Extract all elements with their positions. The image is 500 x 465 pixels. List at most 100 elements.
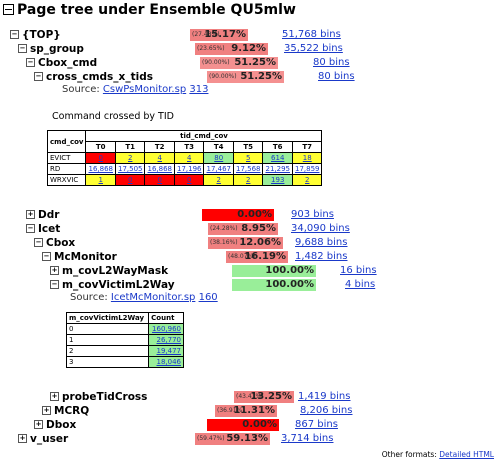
source-line-link[interactable]: 313 [189, 84, 209, 95]
tree-row-label[interactable]: m_covVictimL2Way [62, 279, 175, 291]
collapse-icon[interactable]: − [26, 57, 35, 67]
bins-link[interactable]: 80 bins [318, 71, 355, 82]
bins-link[interactable]: 3,714 bins [281, 433, 334, 444]
tree-row-label[interactable]: probeTidCross [62, 391, 148, 403]
tree-row-label[interactable]: Dbox [46, 419, 77, 431]
source-line-link[interactable]: 160 [198, 292, 218, 303]
cross-cell[interactable]: 2 [203, 174, 234, 186]
cell-link[interactable]: 1 [98, 176, 103, 184]
bins-link[interactable]: 34,090 bins [291, 223, 350, 234]
expand-icon[interactable]: + [50, 265, 59, 275]
cross-cell[interactable]: 5 [232, 152, 264, 164]
cell-link[interactable]: 2 [246, 176, 251, 184]
cell-link[interactable]: 80 [214, 154, 224, 162]
source-file-link[interactable]: IcetMcMonitor.sp [110, 292, 196, 303]
collapse-icon[interactable]: − [10, 29, 19, 39]
bins-link[interactable]: 1,419 bins [298, 391, 351, 402]
count-cell[interactable]: 26,770 [148, 334, 184, 346]
cross-cell[interactable]: 17,505 [114, 163, 146, 175]
cell-link[interactable]: 614 [271, 154, 285, 162]
cross-cell[interactable]: 17,467 [203, 163, 234, 175]
expand-icon[interactable]: + [34, 419, 43, 429]
cell-link[interactable]: 2 [305, 176, 310, 184]
cell-link[interactable]: 17,859 [294, 165, 320, 173]
tree-row-label[interactable]: MCRQ [54, 405, 90, 417]
expand-icon[interactable]: + [50, 391, 59, 401]
cross-cell[interactable]: 0 [114, 174, 146, 186]
cross-cell[interactable]: 17,196 [173, 163, 205, 175]
cell-link[interactable]: 4 [187, 154, 192, 162]
count-cell[interactable]: 160,960 [148, 323, 184, 335]
collapse-icon[interactable]: − [26, 223, 35, 233]
tree-row-label[interactable]: {TOP} [22, 29, 61, 41]
bins-link[interactable]: 35,522 bins [284, 43, 343, 54]
count-link[interactable]: 26,770 [156, 336, 182, 344]
detailed-html-link[interactable]: Detailed HTML [439, 450, 494, 459]
expand-icon[interactable]: + [26, 209, 35, 219]
cell-link[interactable]: 0 [98, 154, 103, 162]
cell-link[interactable]: 16,868 [147, 165, 172, 173]
tree-row-label[interactable]: cross_cmds_x_tids [46, 71, 153, 83]
cross-cell[interactable]: 17,568 [232, 163, 264, 175]
cross-cell[interactable]: 4 [144, 152, 175, 164]
bins-link[interactable]: 16 bins [340, 265, 377, 276]
cell-link[interactable]: 4 [157, 154, 162, 162]
cell-link[interactable]: 2 [216, 176, 221, 184]
cell-link[interactable]: 17,505 [117, 165, 143, 173]
cross-cell[interactable]: 2 [291, 174, 323, 186]
cross-cell[interactable]: 1 [85, 174, 116, 186]
tree-row-label[interactable]: v_user [30, 433, 69, 445]
collapse-icon[interactable]: − [34, 237, 43, 247]
bins-link[interactable]: 867 bins [295, 419, 338, 430]
collapse-icon[interactable]: − [18, 43, 27, 53]
bins-link[interactable]: 903 bins [291, 209, 334, 220]
cross-cell[interactable]: 0 [173, 174, 205, 186]
cross-cell[interactable]: 0 [85, 152, 116, 164]
expand-icon[interactable]: + [18, 433, 27, 443]
expand-icon[interactable]: + [42, 405, 51, 415]
source-file-link[interactable]: CswPsMonitor.sp [102, 84, 187, 95]
bins-link[interactable]: 4 bins [345, 279, 376, 290]
collapse-icon[interactable]: − [34, 71, 43, 81]
bins-link[interactable]: 9,688 bins [295, 237, 348, 248]
tree-row-label[interactable]: Ddr [38, 209, 60, 221]
cell-link[interactable]: 0 [128, 176, 133, 184]
count-link[interactable]: 160,960 [152, 325, 181, 333]
cell-link[interactable]: 17,196 [176, 165, 202, 173]
cross-cell[interactable]: 0 [144, 174, 175, 186]
cross-cell[interactable]: 16,868 [85, 163, 116, 175]
collapse-icon[interactable]: − [42, 251, 51, 261]
collapse-icon[interactable] [3, 3, 14, 15]
cell-link[interactable]: 21,295 [265, 165, 290, 173]
cross-cell[interactable]: 4 [173, 152, 205, 164]
count-cell[interactable]: 19,477 [148, 345, 184, 357]
cross-cell[interactable]: 614 [262, 152, 293, 164]
tree-row-label[interactable]: Icet [38, 223, 61, 235]
cell-link[interactable]: 18 [302, 154, 312, 162]
cross-cell[interactable]: 16,868 [144, 163, 175, 175]
cross-cell[interactable]: 80 [203, 152, 234, 164]
cross-cell[interactable]: 2 [232, 174, 264, 186]
cross-cell[interactable]: 18 [291, 152, 323, 164]
cell-link[interactable]: 0 [157, 176, 162, 184]
cell-link[interactable]: 5 [246, 154, 251, 162]
tree-row-label[interactable]: m_covL2WayMask [62, 265, 169, 277]
tree-row-label[interactable]: sp_group [30, 43, 84, 55]
collapse-icon[interactable]: − [50, 279, 59, 289]
cell-link[interactable]: 193 [271, 176, 285, 184]
cell-link[interactable]: 2 [128, 154, 133, 162]
count-link[interactable]: 19,477 [156, 347, 182, 355]
bins-link[interactable]: 80 bins [313, 57, 350, 68]
count-link[interactable]: 18,046 [156, 358, 182, 366]
tree-row-label[interactable]: Cbox [46, 237, 76, 249]
cross-cell[interactable]: 2 [114, 152, 146, 164]
cross-cell[interactable]: 21,295 [262, 163, 293, 175]
cell-link[interactable]: 17,467 [206, 165, 231, 173]
bins-link[interactable]: 8,206 bins [300, 405, 353, 416]
tree-row-label[interactable]: McMonitor [54, 251, 117, 263]
cell-link[interactable]: 17,568 [235, 165, 261, 173]
cell-link[interactable]: 0 [187, 176, 192, 184]
count-cell[interactable]: 18,046 [148, 356, 184, 368]
cross-cell[interactable]: 193 [262, 174, 293, 186]
tree-row-label[interactable]: Cbox_cmd [38, 57, 98, 69]
